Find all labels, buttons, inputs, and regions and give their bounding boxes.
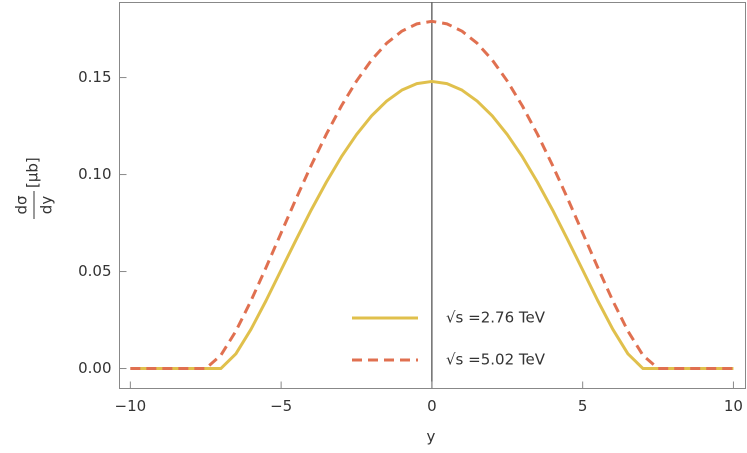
legend-label: √s =5.02 TeV — [446, 351, 546, 369]
series-line — [130, 19, 734, 371]
plot-frame — [119, 2, 746, 389]
legend-label: √s =2.76 TeV — [446, 309, 546, 327]
y-tick-label: 0.00 — [78, 359, 111, 377]
x-tick-label: 10 — [724, 397, 743, 415]
legend: √s =2.76 TeV √s =5.02 TeV — [352, 309, 546, 369]
y-label-unit: [μb] — [24, 157, 42, 188]
y-tick-label: 0.15 — [78, 68, 111, 86]
x-tick-label: 5 — [578, 397, 588, 415]
x-axis-label: y — [427, 428, 436, 446]
x-tick-label: −5 — [270, 397, 292, 415]
series-line — [130, 79, 734, 371]
x-tick-label: 0 — [427, 397, 437, 415]
y-axis-label: dσ dy [μb] — [13, 157, 56, 219]
y-tick-label: 0.05 — [78, 262, 111, 280]
y-tick-label: 0.10 — [78, 165, 111, 183]
y-label-numerator: dσ — [13, 195, 31, 215]
x-tick-label: −10 — [115, 397, 147, 415]
y-label-denominator: dy — [38, 196, 56, 215]
